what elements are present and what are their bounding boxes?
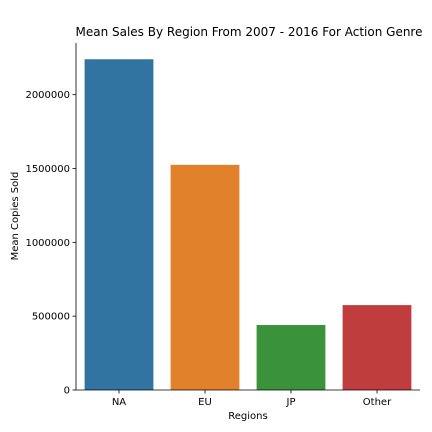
bar-jp [256, 325, 326, 390]
bar-na [84, 59, 154, 390]
x-tick-label: JP [286, 397, 296, 408]
y-tick-label: 2000000 [25, 90, 70, 101]
x-ticks-group: NA EU JP Other [112, 390, 392, 408]
y-tick-label: 1500000 [25, 164, 70, 175]
bar-other [342, 305, 412, 390]
x-tick-label: NA [112, 397, 126, 408]
chart-title: Mean Sales By Region From 2007 - 2016 Fo… [75, 25, 422, 39]
x-tick-label: EU [198, 397, 212, 408]
y-ticks-group: 0 500000 1000000 1500000 2000000 [25, 90, 76, 397]
x-axis-label: Regions [228, 411, 267, 422]
x-tick-label: Other [363, 397, 392, 408]
bar-eu [170, 164, 240, 390]
y-tick-label: 0 [64, 386, 70, 397]
y-tick-label: 1000000 [25, 238, 70, 249]
y-axis-label: Mean Copies Sold [10, 172, 21, 261]
y-tick-label: 500000 [32, 312, 70, 323]
bars-group [84, 59, 412, 390]
